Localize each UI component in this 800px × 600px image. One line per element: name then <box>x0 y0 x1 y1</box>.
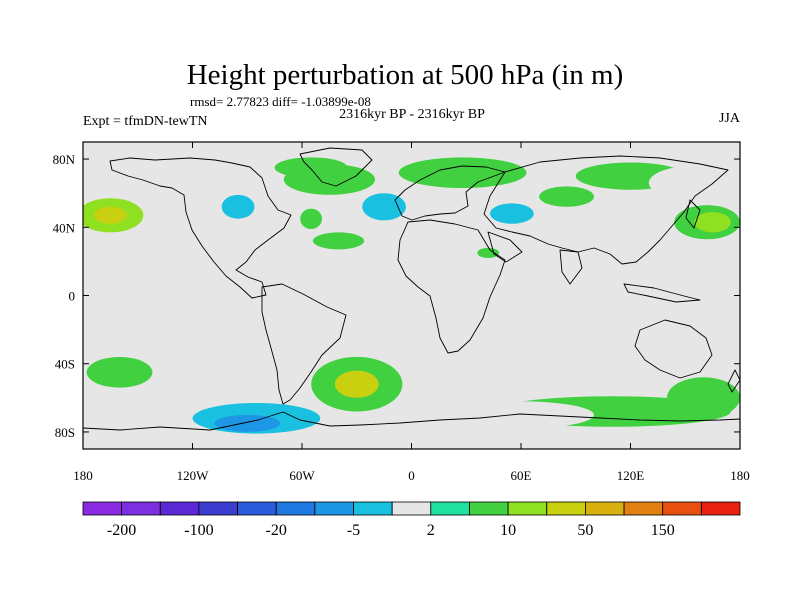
y-tick-label-2: 0 <box>69 289 76 304</box>
y-tick-label-4: 80S <box>55 425 75 440</box>
x-tick-label-6: 180 <box>730 468 750 483</box>
contour-region-1 <box>94 206 127 224</box>
y-tick-label-1: 40N <box>53 220 76 235</box>
x-tick-label-3: 0 <box>408 468 415 483</box>
y-tick-label-0: 80N <box>53 152 76 167</box>
coastline-africa <box>397 219 506 354</box>
colorbar-label-6: 50 <box>577 522 593 539</box>
contour-region-15 <box>539 186 594 207</box>
contour-region-32 <box>667 377 740 419</box>
coastlines <box>83 147 740 431</box>
contour-region-22 <box>86 357 153 388</box>
contour-region-19 <box>694 212 731 233</box>
coastline-india <box>559 249 583 285</box>
contour-region-3 <box>135 220 195 241</box>
colorbar-box-11 <box>507 501 548 516</box>
colorbar-box-3 <box>198 501 238 516</box>
colorbar-label-1: -100 <box>184 522 213 539</box>
contour-region-2 <box>83 160 193 192</box>
colorbar-box-16 <box>701 501 741 516</box>
coastline-antarctica <box>83 411 740 431</box>
coastline-asia <box>483 155 729 265</box>
x-tick-label-0: 180 <box>73 468 93 483</box>
contour-region-11 <box>312 232 365 250</box>
colorbar-box-4 <box>237 501 277 516</box>
contour-region-14 <box>490 203 534 224</box>
coastline-greenland <box>299 147 373 187</box>
contour-region-10 <box>300 208 322 229</box>
colorbar-box-6 <box>314 501 354 516</box>
contour-region-5 <box>221 194 255 219</box>
coastline-south-america <box>261 283 347 405</box>
colorbar-label-4: 2 <box>427 522 435 539</box>
colorbar-label-5: 10 <box>500 522 516 539</box>
x-tick-label-1: 120W <box>177 468 210 483</box>
contour-region-27 <box>334 370 379 398</box>
contour-region-31 <box>648 343 722 368</box>
colorbar-box-15 <box>662 501 702 516</box>
contour-region-20 <box>477 247 500 258</box>
colorbar-box-2 <box>159 501 200 516</box>
colorbar-label-0: -200 <box>107 522 136 539</box>
right-label: JJA <box>719 111 741 126</box>
colorbar-box-1 <box>121 501 161 516</box>
contour-region-9 <box>274 157 348 178</box>
coastline-japan <box>685 199 701 229</box>
coastline-arabia <box>487 231 523 263</box>
colorbar-box-14 <box>623 501 664 516</box>
left-label: Expt = tfmDN-tewTN <box>83 114 208 129</box>
colorbar-label-2: -20 <box>266 522 287 539</box>
coastline-europe <box>394 165 506 221</box>
contour-region-12 <box>398 157 527 188</box>
colorbar-box-10 <box>469 501 509 516</box>
center-label: 2316kyr BP - 2316kyr BP <box>339 107 485 122</box>
colorbar-label-7: 150 <box>651 522 675 539</box>
contour-region-30 <box>448 401 594 429</box>
colorbar-box-12 <box>546 501 586 516</box>
contour-region-25 <box>214 414 281 432</box>
contour-region-17 <box>648 165 740 200</box>
x-tick-label-4: 60E <box>511 468 532 483</box>
chart-title: Height perturbation at 500 hPa (in m) <box>187 59 624 91</box>
colorbar-box-0 <box>82 501 122 516</box>
y-tick-label-3: 40S <box>55 357 75 372</box>
coastline-north-america <box>109 157 292 299</box>
colorbar-label-3: -5 <box>347 522 360 539</box>
coastline-indonesia <box>623 283 701 303</box>
colorbar-box-8 <box>391 501 432 516</box>
colorbar-box-9 <box>430 501 470 516</box>
contour-region-28 <box>415 329 518 364</box>
coastline-australia <box>634 319 713 379</box>
x-tick-label-2: 60W <box>289 468 315 483</box>
stats-label: rmsd= 2.77823 diff= -1.03899e-08 <box>190 94 371 109</box>
colorbar-box-7 <box>353 501 393 516</box>
coastline-new-zealand <box>727 369 740 393</box>
colorbar-box-5 <box>275 501 316 516</box>
colorbar-box-13 <box>585 501 625 516</box>
contour-region-7 <box>362 193 406 221</box>
x-tick-label-5: 120E <box>617 468 645 483</box>
